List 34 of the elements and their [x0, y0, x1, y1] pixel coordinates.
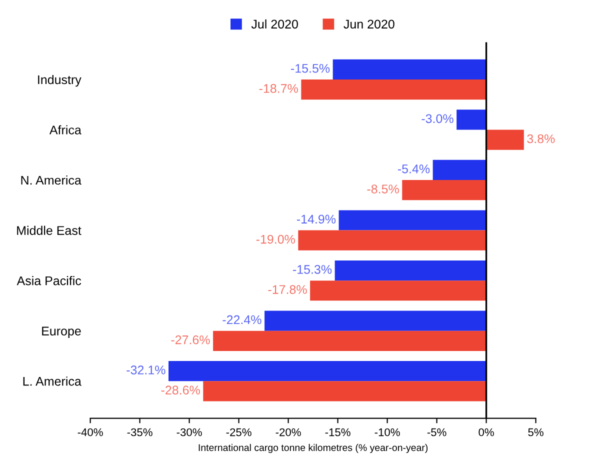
data-label: -17.8% — [268, 285, 307, 294]
legend-label: Jun 2020 — [344, 20, 394, 29]
data-label: -18.7% — [259, 84, 298, 93]
x-tick-label: -25% — [226, 428, 252, 436]
y-tick-label: Africa — [49, 125, 82, 134]
data-label: -28.6% — [161, 386, 200, 395]
data-label: -15.5% — [291, 64, 330, 73]
y-tick-label: Asia Pacific — [16, 276, 82, 286]
x-tick-label: -5% — [427, 428, 446, 436]
x-tick-label: -35% — [127, 428, 152, 436]
data-label: 3.8% — [527, 134, 555, 144]
x-tick-label: -10% — [374, 428, 400, 436]
data-label: -19.0% — [256, 234, 295, 244]
data-label: -27.6% — [171, 335, 210, 344]
x-tick-label: 5% — [528, 428, 544, 436]
data-label: -8.5% — [367, 184, 399, 194]
data-label: -32.1% — [126, 366, 166, 374]
data-label: -15.3% — [292, 265, 332, 274]
y-tick-label: Europe — [42, 326, 81, 338]
y-tick-label: L. America — [23, 376, 82, 386]
data-label: -14.9% — [296, 214, 336, 224]
y-tick-label: Industry — [38, 74, 82, 87]
data-label: -3.0% — [422, 114, 454, 124]
y-tick-label: N. America — [21, 176, 82, 185]
x-tick-label: -20% — [276, 428, 301, 436]
x-tick-label: 0% — [478, 428, 494, 436]
x-tick-label: -30% — [176, 428, 202, 436]
data-label: -5.4% — [398, 164, 430, 174]
data-label: -22.4% — [222, 315, 262, 324]
x-tick-label: -40% — [78, 428, 103, 436]
legend-label: Jul 2020 — [251, 19, 298, 29]
x-axis-title: International cargo tonne kilometres (% year-on-year) — [198, 444, 428, 453]
y-tick-label: Middle East — [17, 226, 82, 235]
x-tick-label: -15% — [325, 428, 350, 436]
